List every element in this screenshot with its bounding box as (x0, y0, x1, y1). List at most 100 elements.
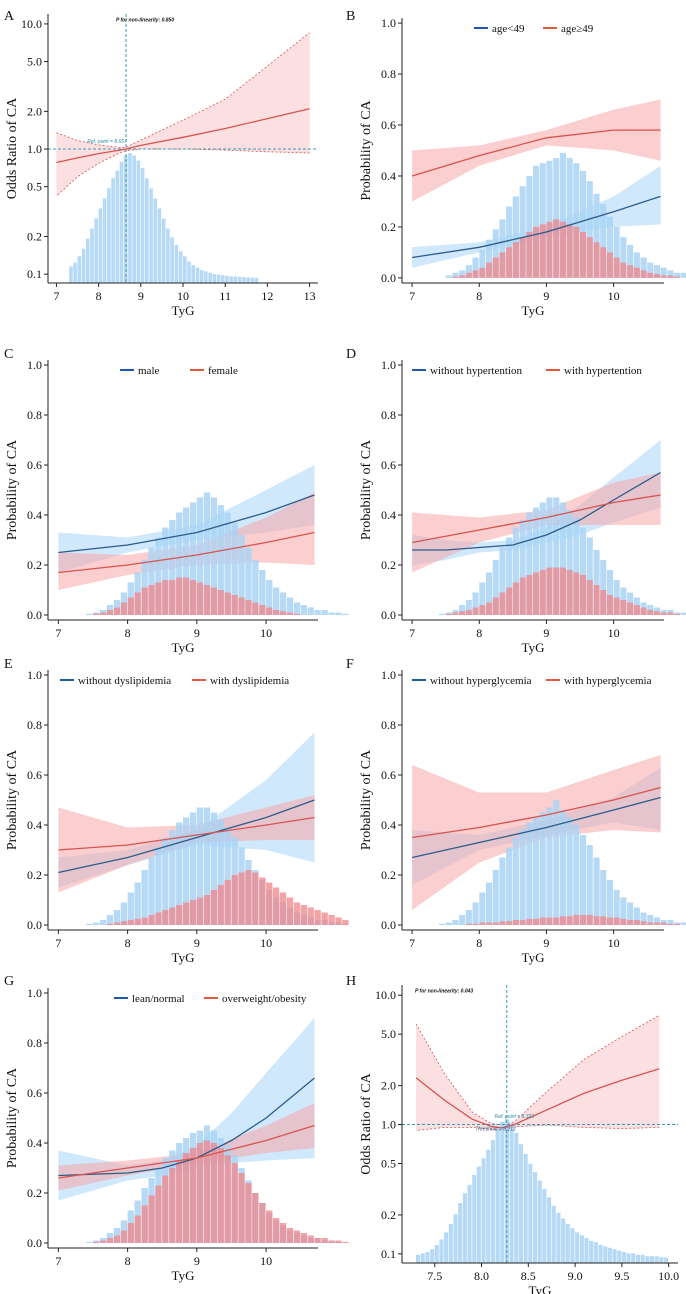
hist-bar-blue (479, 892, 486, 925)
hist-bar-red (120, 602, 127, 615)
hist-bar-red (252, 1193, 259, 1243)
y-tick-label: 5.0 (27, 55, 42, 69)
hist-bar-red (573, 915, 580, 925)
hist-bar-red (486, 262, 493, 278)
hist-bar-blue (161, 218, 166, 283)
hist-bar-blue (613, 890, 620, 925)
hist-bar-red (321, 912, 328, 925)
hist-bar-red (506, 921, 513, 926)
x-axis-title: TyG (522, 950, 545, 965)
hist-bar-blue (573, 163, 580, 278)
x-tick-label: 9 (543, 626, 549, 640)
series-line-blue (411, 796, 661, 859)
hist-bar-red (106, 610, 114, 615)
series-line-red (58, 816, 315, 851)
hist-bar-red (210, 1143, 217, 1243)
hist-bar-blue (273, 587, 280, 615)
hist-bar-blue (224, 827, 231, 925)
hist-bar-blue (499, 219, 506, 278)
hist-bar-blue (627, 244, 634, 278)
x-tick-label: 7 (55, 626, 61, 640)
ref-point-annotation: Ref. point = 8.657 (87, 139, 127, 145)
series-line-red (412, 786, 661, 839)
hist-bar-blue (547, 1197, 552, 1263)
x-axis-title: TyG (522, 303, 545, 318)
hist-bar-blue (119, 161, 124, 283)
hist-bar-red (196, 1143, 204, 1243)
hist-bar-blue (307, 607, 314, 615)
hist-bar-blue (519, 830, 526, 925)
hist-bar-red (189, 1148, 197, 1243)
hist-bar-red (459, 611, 466, 616)
y-tick-label: 0.0 (27, 1236, 42, 1250)
panel-g: G 0.0 0.2 0.4 0.6 0.8 1.0 7 8 9 10 TyG Probability … (4, 974, 349, 1283)
hist-bar-blue (492, 870, 499, 925)
hist-bar-red (613, 257, 620, 278)
hist-bar-red (627, 920, 634, 925)
y-tick-label: 0.6 (27, 458, 42, 472)
hist-bar-blue (86, 923, 93, 926)
x-tick-label: 8 (476, 289, 482, 303)
x-tick-label: 10 (260, 1254, 272, 1268)
hist-bar-blue (512, 837, 519, 925)
hist-bar-blue (170, 237, 174, 283)
hist-bar-red (512, 582, 519, 615)
panel-d: D 0.0 0.2 0.4 0.6 0.8 1.0 7 8 9 10 TyG Probability … (346, 347, 686, 655)
hist-bar-red (653, 922, 660, 925)
hist-bar-red (300, 1233, 307, 1243)
hist-bar-blue (465, 265, 472, 278)
hist-bar-red (231, 595, 238, 615)
x-tick-label: 9 (194, 936, 200, 950)
hist-bar-blue (566, 158, 573, 278)
hist-bar-red (452, 612, 459, 615)
hist-bar-blue (189, 502, 197, 615)
hist-bar-blue (210, 497, 217, 615)
hist-bar-blue (342, 613, 349, 616)
hist-bar-red (492, 257, 499, 278)
y-tick-label: 0.4 (27, 508, 42, 522)
hist-bar-blue (328, 612, 335, 615)
hist-bar-blue (674, 612, 681, 615)
hist-bar-blue (607, 1247, 612, 1263)
hist-bar-red (113, 922, 121, 925)
hist-bar-red (445, 613, 452, 616)
hist-bar-blue (546, 160, 553, 278)
hist-bar-blue (519, 186, 526, 278)
panel-label-g: G (4, 974, 14, 989)
hist-bar-red (499, 921, 506, 926)
hist-bar-blue (467, 1184, 472, 1263)
hist-bar-blue (458, 1203, 463, 1263)
hist-bar-red (169, 1168, 176, 1243)
hist-bar-blue (492, 560, 499, 615)
legend-label: with hypertention (564, 365, 642, 377)
hist-bar-blue (321, 610, 328, 615)
hist-bar-blue (680, 922, 686, 925)
y-axis-title: Probability of CA (359, 439, 374, 540)
ref-point-annotation: Threshold = 8.212 (475, 1126, 516, 1132)
hist-bar-red (293, 613, 301, 616)
y-tick-label: 1.0 (27, 142, 42, 156)
hist-bar-blue (416, 1254, 421, 1263)
x-tick-label: 9 (138, 289, 144, 303)
hist-bar-red (640, 270, 647, 278)
hist-bar-blue (539, 163, 546, 278)
hist-bar-red (342, 1241, 349, 1244)
hist-bar-red (512, 920, 519, 925)
hist-bar-blue (600, 204, 607, 278)
hist-bar-red (224, 1155, 231, 1243)
hist-bar-blue (649, 1256, 654, 1263)
hist-bar-blue (293, 602, 301, 615)
legend-label: without hyperglycemia (430, 675, 532, 687)
hist-bar-blue (439, 1239, 444, 1263)
hist-bar-blue (69, 266, 73, 283)
hist-bar-blue (229, 276, 233, 283)
hist-bar-red (640, 921, 647, 926)
series-line-red (415, 1068, 660, 1129)
y-tick-label: 10.0 (21, 17, 42, 31)
hist-bar-red (127, 1223, 134, 1243)
x-tick-label: 8 (476, 626, 482, 640)
hist-bar-blue (134, 882, 141, 925)
x-tick-label: 10 (260, 936, 272, 950)
hist-bar-red (93, 613, 100, 616)
hist-bar-blue (128, 153, 132, 283)
